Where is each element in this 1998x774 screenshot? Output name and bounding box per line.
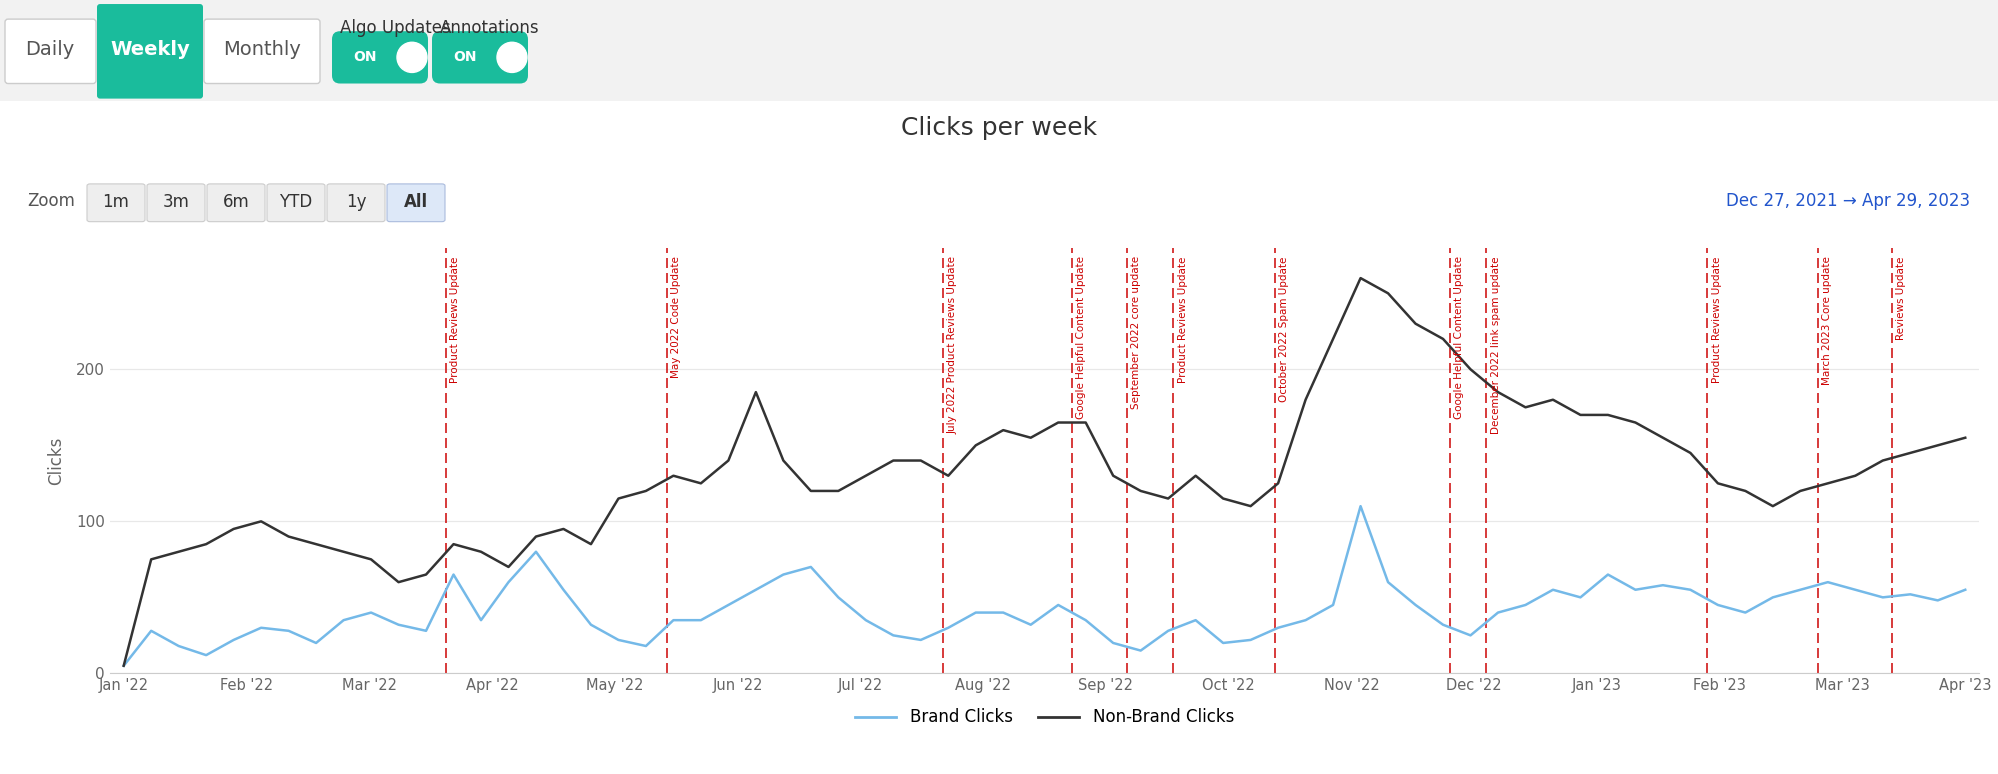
Text: Dec 27, 2021 → Apr 29, 2023: Dec 27, 2021 → Apr 29, 2023 bbox=[1724, 192, 1968, 211]
Text: Zoom: Zoom bbox=[28, 192, 76, 211]
Y-axis label: Clicks: Clicks bbox=[48, 437, 66, 485]
Circle shape bbox=[398, 43, 428, 73]
FancyBboxPatch shape bbox=[432, 31, 527, 84]
FancyBboxPatch shape bbox=[328, 184, 386, 221]
Text: 1m: 1m bbox=[102, 194, 130, 211]
Text: December 2022 link spam update: December 2022 link spam update bbox=[1491, 256, 1500, 433]
Text: 3m: 3m bbox=[162, 194, 190, 211]
Text: Weekly: Weekly bbox=[110, 39, 190, 59]
FancyBboxPatch shape bbox=[388, 184, 446, 221]
Legend: Brand Clicks, Non-Brand Clicks: Brand Clicks, Non-Brand Clicks bbox=[847, 702, 1241, 733]
FancyBboxPatch shape bbox=[208, 184, 266, 221]
FancyBboxPatch shape bbox=[148, 184, 206, 221]
FancyBboxPatch shape bbox=[98, 4, 204, 98]
Text: May 2022 Code Update: May 2022 Code Update bbox=[671, 256, 681, 378]
Text: Reviews Update: Reviews Update bbox=[1894, 256, 1904, 340]
Text: Daily: Daily bbox=[26, 39, 74, 59]
Text: Annotations: Annotations bbox=[440, 19, 539, 37]
FancyBboxPatch shape bbox=[88, 184, 146, 221]
Text: Clicks per week: Clicks per week bbox=[901, 116, 1097, 141]
Text: September 2022 core update: September 2022 core update bbox=[1131, 256, 1141, 409]
Text: Monthly: Monthly bbox=[224, 39, 302, 59]
Text: Product Reviews Update: Product Reviews Update bbox=[1710, 256, 1720, 382]
Text: October 2022 Spam Update: October 2022 Spam Update bbox=[1279, 256, 1289, 402]
FancyBboxPatch shape bbox=[6, 19, 96, 84]
Text: Google Helpful Content Update: Google Helpful Content Update bbox=[1075, 256, 1085, 420]
Text: All: All bbox=[404, 194, 428, 211]
Text: 1y: 1y bbox=[346, 194, 366, 211]
Text: Google Helpful Content Update: Google Helpful Content Update bbox=[1453, 256, 1463, 420]
Text: ON: ON bbox=[454, 50, 476, 64]
Text: 6m: 6m bbox=[222, 194, 250, 211]
Text: YTD: YTD bbox=[280, 194, 312, 211]
FancyBboxPatch shape bbox=[204, 19, 320, 84]
Text: July 2022 Product Reviews Update: July 2022 Product Reviews Update bbox=[947, 256, 957, 434]
Text: March 2023 Core update: March 2023 Core update bbox=[1820, 256, 1830, 385]
Text: Algo Updates: Algo Updates bbox=[340, 19, 450, 37]
Circle shape bbox=[498, 43, 527, 73]
FancyBboxPatch shape bbox=[268, 184, 326, 221]
FancyBboxPatch shape bbox=[332, 31, 428, 84]
Text: Product Reviews Update: Product Reviews Update bbox=[450, 256, 460, 382]
Text: ON: ON bbox=[354, 50, 376, 64]
Text: Product Reviews Update: Product Reviews Update bbox=[1177, 256, 1187, 382]
